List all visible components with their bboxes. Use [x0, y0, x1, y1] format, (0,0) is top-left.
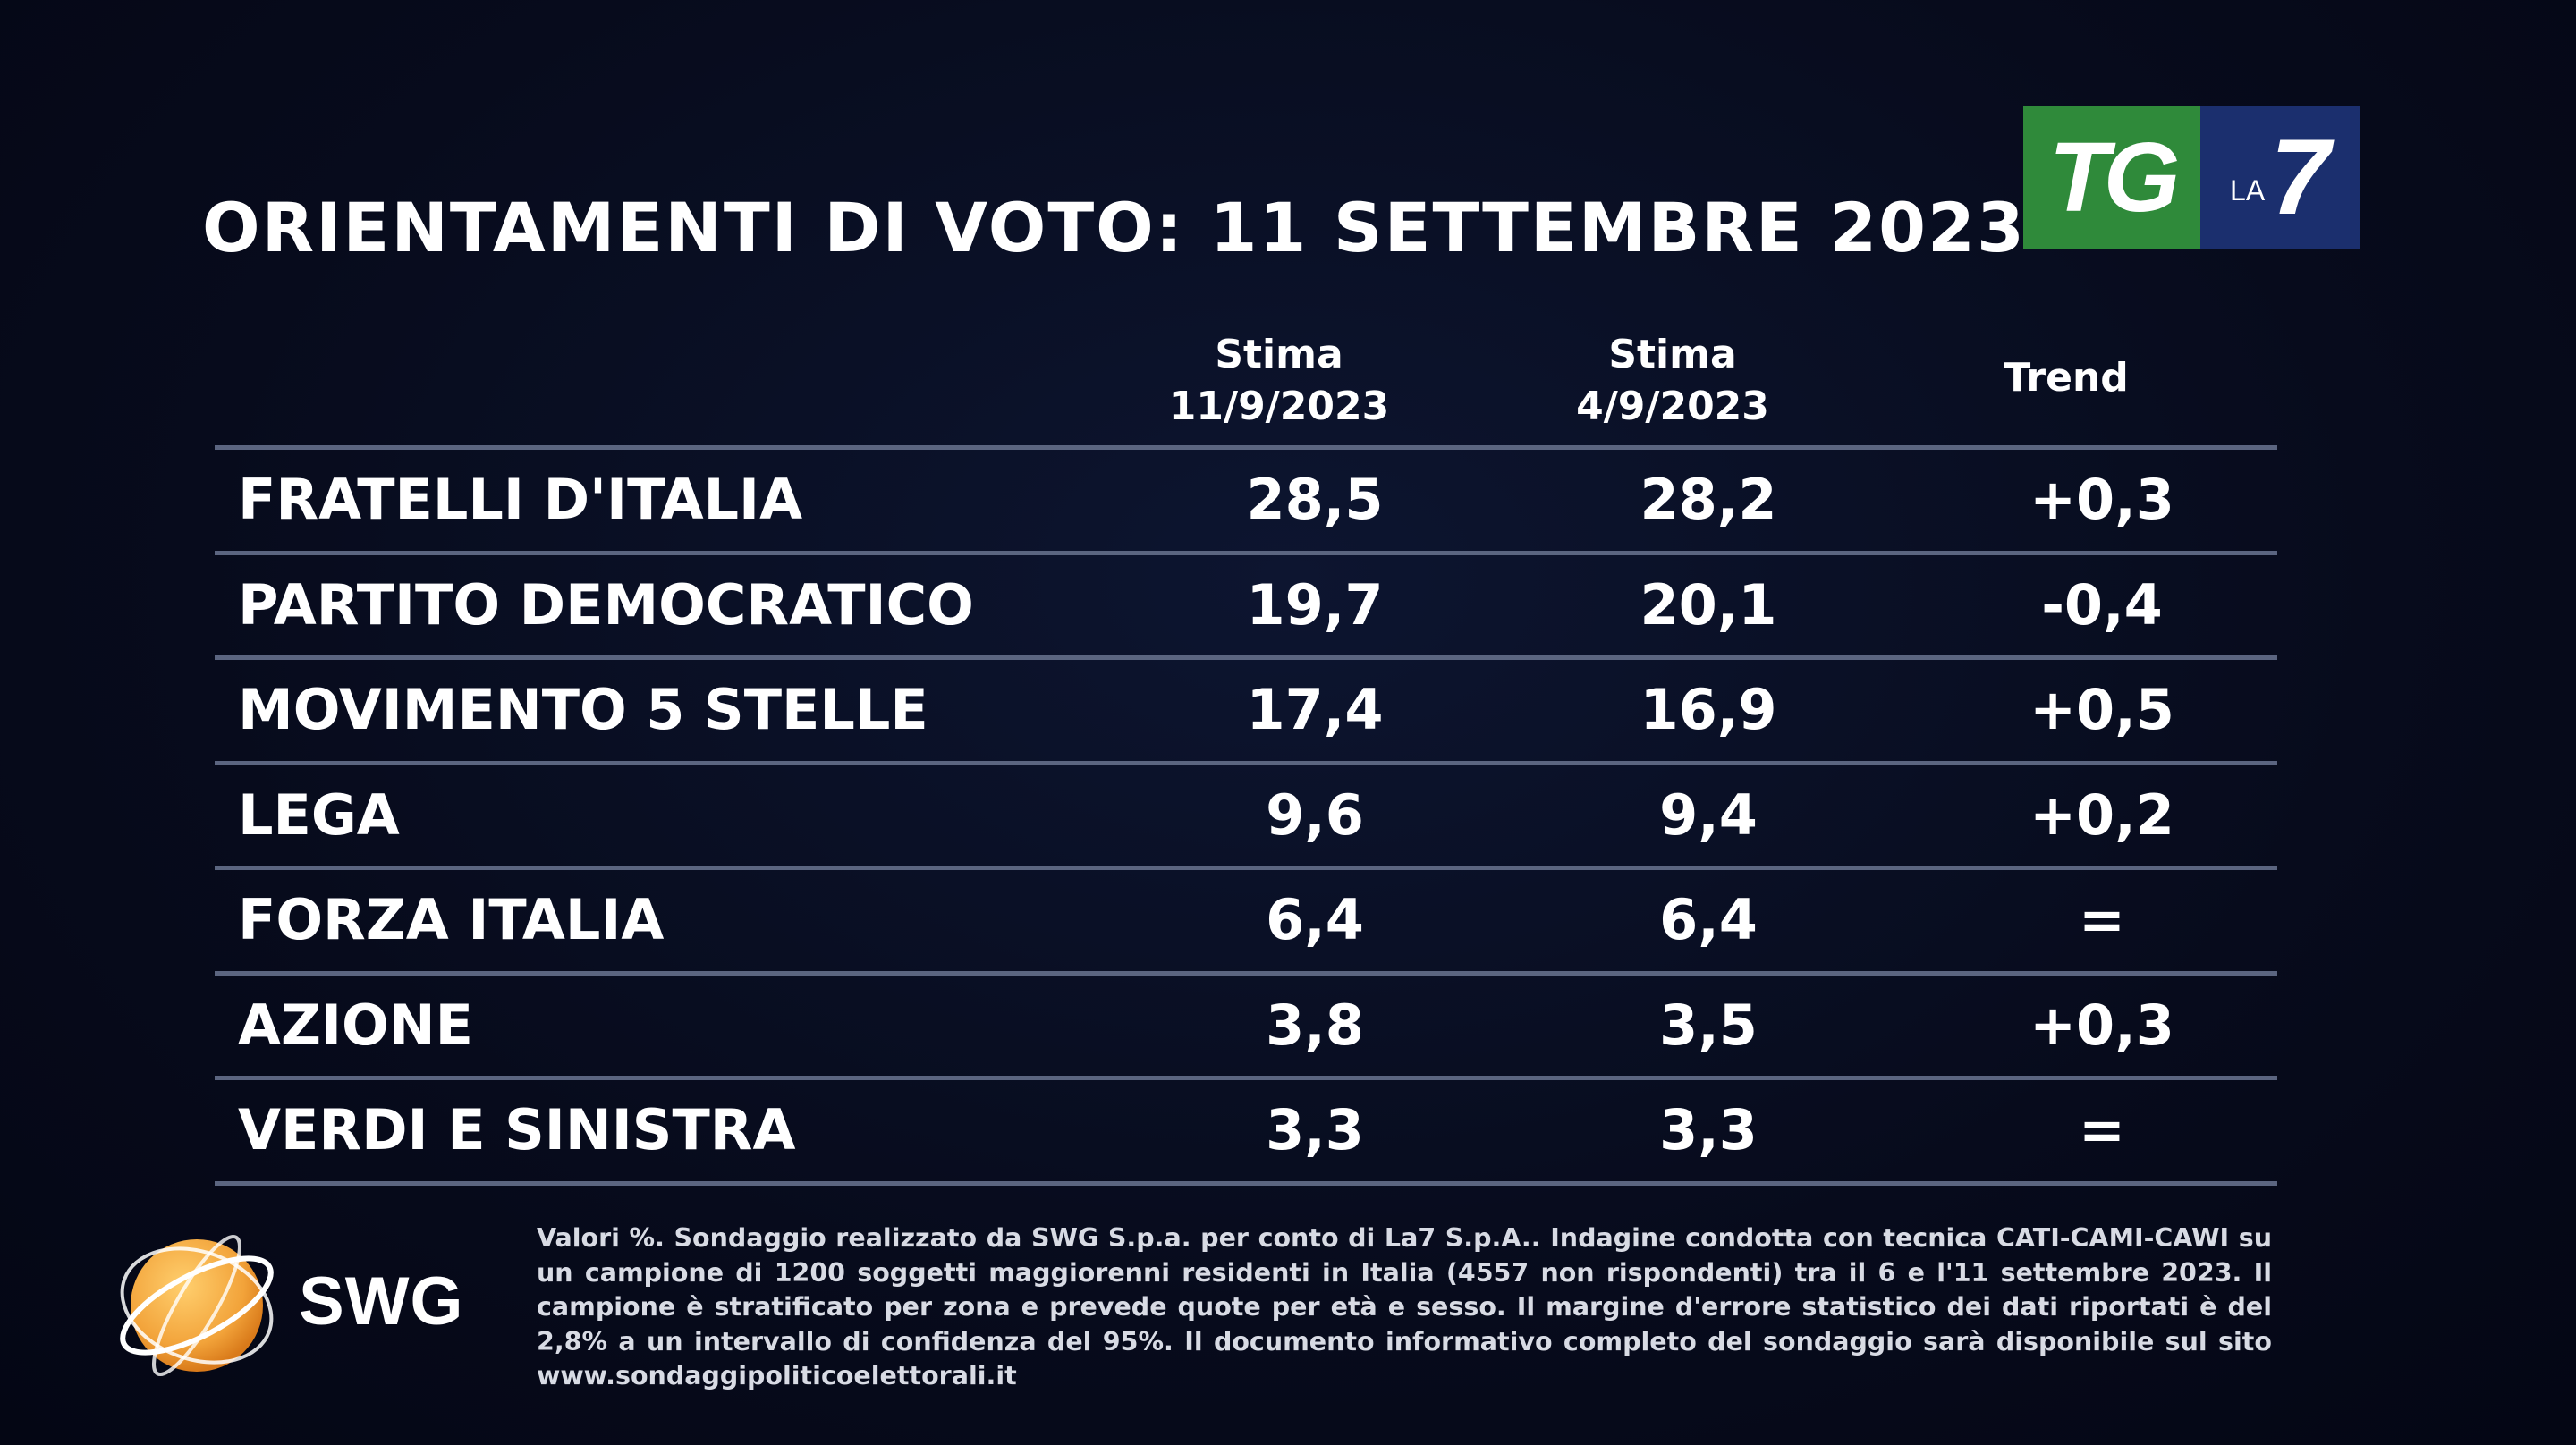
- trend-value: +0,3: [2029, 467, 2174, 532]
- stima-4-9-value: 20,1: [1640, 571, 1777, 638]
- table-top-divider: [215, 445, 2277, 450]
- page-title: ORIENTAMENTI DI VOTO: 11 SETTEMBRE 2023: [202, 188, 2026, 267]
- stima-11-9-value: 3,3: [1266, 1097, 1364, 1162]
- tg-logo-text: TG: [2023, 106, 2200, 249]
- la-logo-text: LA: [2230, 173, 2266, 207]
- stima-4-9-value: 16,9: [1640, 677, 1777, 742]
- stima-4-9-value: 3,5: [1659, 992, 1758, 1058]
- trend-value: =: [2079, 887, 2125, 952]
- table-row: LEGA 9,6 9,4 +0,2: [215, 765, 2277, 870]
- stima-11-9-value: 19,7: [1246, 571, 1384, 638]
- party-name: VERDI E SINISTRA: [238, 1097, 796, 1162]
- seven-logo-text: 7: [2270, 117, 2330, 237]
- table-row: FORZA ITALIA 6,4 6,4 =: [215, 870, 2277, 976]
- stima-4-9-value: 28,2: [1640, 467, 1777, 532]
- column-header-stima-11-9: Stima 11/9/2023: [1168, 332, 1390, 429]
- stima-11-9-value: 9,6: [1266, 782, 1364, 848]
- trend-value: =: [2079, 1097, 2125, 1162]
- table-row: VERDI E SINISTRA 3,3 3,3 =: [215, 1080, 2277, 1186]
- column-header-trend: Trend: [2004, 355, 2129, 401]
- la7-logo-block: LA 7: [2200, 106, 2360, 249]
- trend-value: +0,5: [2029, 677, 2174, 742]
- column-header-stima-4-9: Stima 4/9/2023: [1576, 332, 1769, 429]
- tg-la7-logo: TG LA 7: [2023, 106, 2360, 249]
- stima-11-9-value: 28,5: [1246, 467, 1384, 532]
- stima-11-9-value: 17,4: [1246, 677, 1384, 742]
- party-name: LEGA: [238, 782, 400, 848]
- stima-11-9-value: 6,4: [1266, 887, 1364, 952]
- stima-4-9-value: 6,4: [1659, 887, 1758, 952]
- party-name: MOVIMENTO 5 STELLE: [238, 677, 928, 742]
- table-row: FRATELLI D'ITALIA 28,5 28,2 +0,3: [215, 450, 2277, 555]
- stima-4-9-value: 3,3: [1659, 1097, 1758, 1162]
- trend-value: -0,4: [2041, 571, 2163, 638]
- trend-value: +0,3: [2029, 992, 2174, 1058]
- trend-value: +0,2: [2029, 782, 2174, 848]
- table-row: PARTITO DEMOCRATICO 19,7 20,1 -0,4: [215, 555, 2277, 660]
- table-row: MOVIMENTO 5 STELLE 17,4 16,9 +0,5: [215, 660, 2277, 765]
- party-name: AZIONE: [238, 992, 473, 1058]
- party-name: PARTITO DEMOCRATICO: [238, 571, 974, 638]
- table-row: AZIONE 3,8 3,5 +0,3: [215, 976, 2277, 1080]
- stima-4-9-value: 9,4: [1659, 782, 1758, 848]
- swg-globe-icon: [120, 1235, 274, 1376]
- swg-logo-text: SWG: [299, 1263, 464, 1339]
- party-name: FRATELLI D'ITALIA: [238, 467, 803, 532]
- stima-11-9-value: 3,8: [1266, 992, 1364, 1058]
- swg-logo: SWG: [107, 1223, 501, 1384]
- methodology-footnote: Valori %. Sondaggio realizzato da SWG S.…: [537, 1223, 2272, 1390]
- party-name: FORZA ITALIA: [238, 887, 665, 952]
